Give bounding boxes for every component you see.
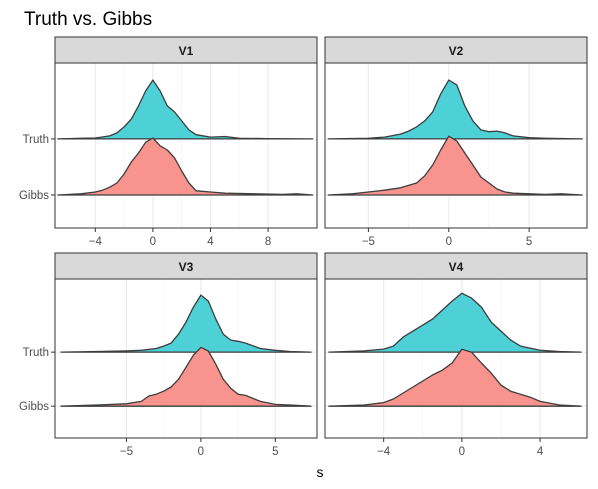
- facet-strip-label: V3: [179, 260, 194, 274]
- x-tick-label: 0: [446, 236, 452, 248]
- x-tick-label: 0: [150, 236, 156, 248]
- plot-background: [55, 279, 317, 438]
- x-tick-label: −5: [362, 236, 375, 248]
- x-tick-label: 4: [537, 446, 544, 458]
- panel-border: [54, 62, 318, 229]
- facet-strip-label: V1: [179, 44, 194, 58]
- x-tick-label: 4: [207, 236, 214, 248]
- facet-strip-label: V4: [449, 260, 464, 274]
- panel-border: [324, 278, 588, 439]
- x-axis-title: s: [317, 464, 324, 480]
- density-truth-v2: [327, 79, 583, 140]
- plot-background: [55, 63, 317, 228]
- x-tick-label: −4: [377, 446, 391, 458]
- density-gibbs-v3: [60, 346, 312, 407]
- x-tick-label: −4: [89, 236, 103, 248]
- x-tick-label: 8: [265, 236, 271, 248]
- y-tick-label: Truth: [23, 134, 49, 146]
- x-tick-label: −5: [120, 446, 133, 458]
- chart-title: Truth vs. Gibbs: [24, 9, 152, 30]
- y-tick-label: Truth: [23, 347, 49, 359]
- facet-panel-v1: V1 −4 0 4 8 Truth Gibbs: [19, 36, 318, 248]
- facet-panel-v3: V3 −5 0 5 Truth Gibbs: [19, 252, 318, 458]
- panel-border: [324, 62, 588, 229]
- facet-strip-label: V2: [449, 44, 464, 58]
- density-gibbs-v4: [328, 348, 582, 407]
- panel-border: [54, 278, 318, 439]
- x-tick-label: 0: [198, 446, 204, 458]
- facet-panel-v4: V4 −4 0 4: [324, 252, 588, 458]
- density-truth-v3: [60, 294, 312, 353]
- y-tick-label: Gibbs: [19, 401, 49, 413]
- facet-strip: [54, 36, 318, 64]
- facet-strip: [54, 252, 318, 280]
- density-gibbs-v2: [327, 135, 583, 196]
- x-tick-label: 5: [526, 236, 532, 248]
- density-gibbs-v1: [57, 137, 314, 196]
- x-tick-label: 0: [459, 446, 465, 458]
- facet-strip: [324, 252, 588, 280]
- facet-panel-v2: V2 −5 0 5: [324, 36, 588, 248]
- density-truth-v4: [328, 292, 582, 353]
- x-tick-label: 5: [272, 446, 278, 458]
- y-tick-label: Gibbs: [19, 190, 49, 202]
- density-truth-v1: [57, 79, 314, 140]
- facet-strip: [324, 36, 588, 64]
